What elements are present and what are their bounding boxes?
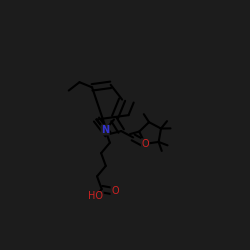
Text: O: O (111, 186, 119, 196)
Text: O: O (141, 139, 149, 149)
Text: HO: HO (88, 192, 103, 202)
Text: N: N (101, 125, 109, 135)
